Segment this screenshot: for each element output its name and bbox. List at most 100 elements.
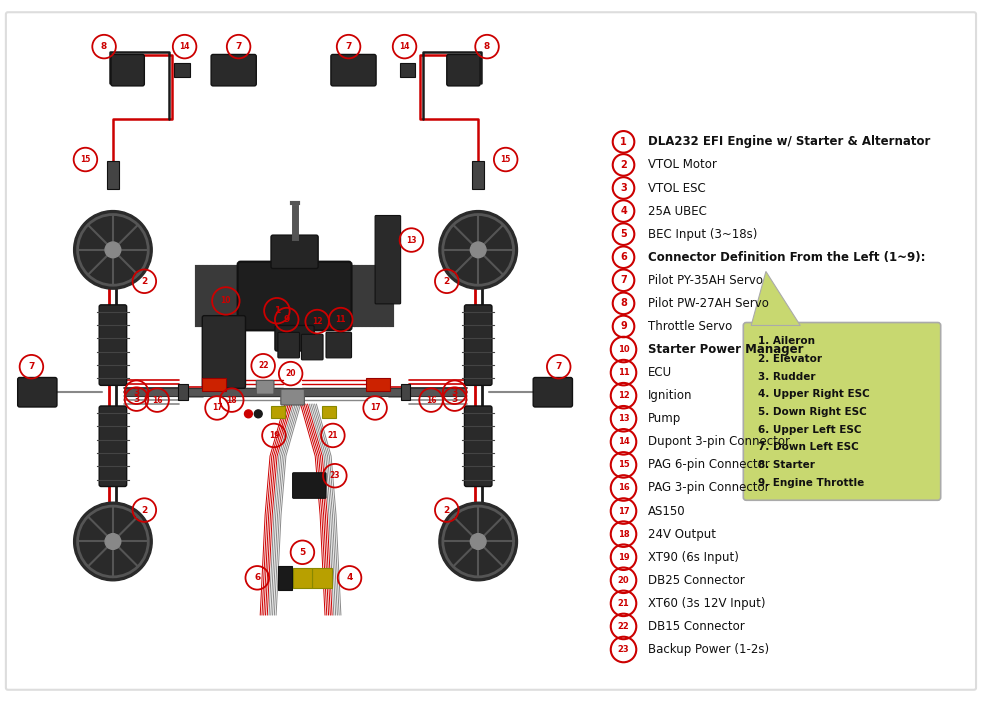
Bar bbox=[322, 406, 336, 418]
FancyBboxPatch shape bbox=[533, 378, 572, 407]
Bar bbox=[293, 568, 312, 588]
Text: 17: 17 bbox=[370, 404, 380, 413]
Text: XT90 (6s Input): XT90 (6s Input) bbox=[648, 550, 739, 564]
Text: 4: 4 bbox=[346, 574, 353, 583]
Text: 9. Engine Throttle: 9. Engine Throttle bbox=[758, 477, 864, 488]
Text: 11: 11 bbox=[335, 315, 346, 324]
Circle shape bbox=[244, 410, 252, 418]
Text: 5: 5 bbox=[620, 229, 627, 239]
Circle shape bbox=[105, 534, 121, 550]
Bar bbox=[107, 161, 119, 189]
Text: 8: 8 bbox=[484, 42, 490, 51]
FancyBboxPatch shape bbox=[293, 472, 326, 498]
Text: 4. Upper Right ESC: 4. Upper Right ESC bbox=[758, 389, 870, 399]
Text: 24V Output: 24V Output bbox=[648, 528, 716, 541]
Text: 25A UBEC: 25A UBEC bbox=[648, 204, 707, 218]
Text: VTOL Motor: VTOL Motor bbox=[648, 159, 717, 171]
Text: 3. Rudder: 3. Rudder bbox=[758, 371, 816, 381]
Text: 7: 7 bbox=[556, 362, 562, 371]
Text: 20: 20 bbox=[618, 576, 629, 585]
Text: 2: 2 bbox=[444, 505, 450, 515]
Text: 1: 1 bbox=[274, 306, 280, 315]
Text: ECU: ECU bbox=[648, 366, 672, 379]
Bar bbox=[278, 566, 292, 590]
Text: 23: 23 bbox=[330, 471, 340, 480]
Text: 10: 10 bbox=[618, 345, 629, 354]
Text: 3: 3 bbox=[452, 388, 458, 397]
Text: 8: 8 bbox=[101, 42, 107, 51]
Circle shape bbox=[105, 242, 121, 258]
Circle shape bbox=[470, 534, 486, 550]
Text: 13: 13 bbox=[406, 236, 417, 244]
Circle shape bbox=[74, 502, 152, 581]
Text: 12: 12 bbox=[618, 391, 629, 400]
Text: PAG 3-pin Connector: PAG 3-pin Connector bbox=[648, 482, 770, 494]
FancyBboxPatch shape bbox=[326, 332, 352, 358]
Text: 14: 14 bbox=[618, 437, 629, 446]
Text: DLA232 EFI Engine w/ Starter & Alternator: DLA232 EFI Engine w/ Starter & Alternato… bbox=[648, 135, 930, 148]
Text: 3: 3 bbox=[133, 395, 140, 404]
Text: XT60 (3s 12V Input): XT60 (3s 12V Input) bbox=[648, 597, 766, 610]
Circle shape bbox=[470, 242, 486, 258]
Text: 6. Upper Left ESC: 6. Upper Left ESC bbox=[758, 425, 862, 435]
Text: 17: 17 bbox=[212, 404, 222, 413]
Text: BEC Input (3~18s): BEC Input (3~18s) bbox=[648, 227, 757, 241]
Text: Starter Power Manager: Starter Power Manager bbox=[648, 343, 804, 356]
Text: Pilot PY-35AH Servo: Pilot PY-35AH Servo bbox=[648, 274, 763, 287]
Text: 3: 3 bbox=[620, 183, 627, 193]
Bar bbox=[366, 378, 390, 391]
FancyBboxPatch shape bbox=[111, 55, 144, 86]
Text: 6: 6 bbox=[620, 252, 627, 263]
Bar bbox=[401, 385, 410, 400]
Circle shape bbox=[439, 211, 517, 289]
Text: 19: 19 bbox=[618, 552, 629, 562]
FancyBboxPatch shape bbox=[278, 332, 299, 358]
Text: AS150: AS150 bbox=[648, 505, 686, 517]
FancyBboxPatch shape bbox=[271, 235, 318, 269]
Text: 7: 7 bbox=[620, 275, 627, 285]
FancyBboxPatch shape bbox=[464, 305, 492, 385]
Text: 18: 18 bbox=[618, 529, 629, 538]
Text: VTOL ESC: VTOL ESC bbox=[648, 182, 706, 194]
Text: 5. Down Right ESC: 5. Down Right ESC bbox=[758, 407, 867, 417]
Text: 7: 7 bbox=[345, 42, 352, 51]
Text: 16: 16 bbox=[426, 396, 436, 404]
Text: Pump: Pump bbox=[648, 412, 681, 425]
FancyBboxPatch shape bbox=[256, 380, 274, 395]
Text: Throttle Servo: Throttle Servo bbox=[648, 320, 732, 333]
Text: 10: 10 bbox=[221, 296, 231, 305]
Text: 22: 22 bbox=[618, 622, 629, 631]
Text: 2: 2 bbox=[141, 277, 147, 286]
Text: 20: 20 bbox=[285, 369, 296, 378]
Text: Backup Power (1-2s): Backup Power (1-2s) bbox=[648, 643, 769, 656]
Text: 13: 13 bbox=[618, 414, 629, 423]
Text: 15: 15 bbox=[501, 155, 511, 164]
Text: PAG 6-pin Connector: PAG 6-pin Connector bbox=[648, 458, 770, 472]
Text: 18: 18 bbox=[226, 396, 237, 404]
Polygon shape bbox=[751, 272, 800, 326]
Bar bbox=[400, 63, 415, 77]
Circle shape bbox=[439, 502, 517, 581]
FancyBboxPatch shape bbox=[211, 55, 256, 86]
FancyBboxPatch shape bbox=[99, 305, 127, 385]
Text: 5: 5 bbox=[299, 548, 306, 557]
Text: 23: 23 bbox=[618, 645, 629, 654]
Bar bbox=[472, 161, 484, 189]
Text: 8: 8 bbox=[620, 298, 627, 308]
FancyBboxPatch shape bbox=[447, 55, 480, 86]
Circle shape bbox=[74, 211, 152, 289]
Text: 11: 11 bbox=[618, 368, 629, 377]
Text: 16: 16 bbox=[152, 396, 162, 404]
Bar bbox=[271, 406, 285, 418]
Text: Pilot PW-27AH Servo: Pilot PW-27AH Servo bbox=[648, 297, 769, 310]
Text: 15: 15 bbox=[618, 461, 629, 470]
FancyBboxPatch shape bbox=[375, 216, 401, 304]
Text: 6: 6 bbox=[254, 574, 260, 583]
Text: 14: 14 bbox=[179, 42, 190, 51]
Bar bbox=[174, 63, 190, 77]
Text: 3: 3 bbox=[133, 388, 140, 397]
Text: 2: 2 bbox=[444, 277, 450, 286]
Text: 15: 15 bbox=[80, 155, 91, 164]
Text: 7: 7 bbox=[235, 42, 242, 51]
Bar bbox=[312, 568, 332, 588]
